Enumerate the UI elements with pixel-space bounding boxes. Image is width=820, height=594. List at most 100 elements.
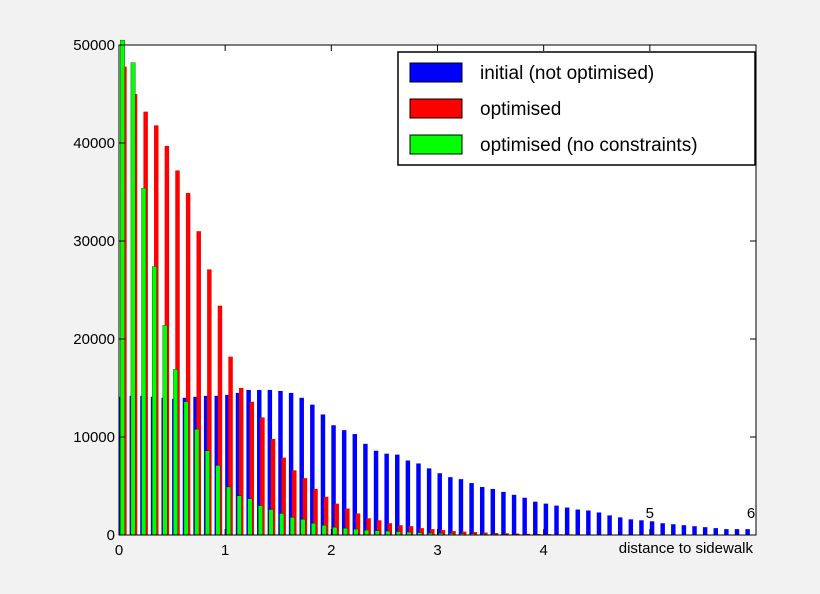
- bar-0-28: [416, 463, 421, 535]
- bars-layer: [119, 39, 750, 536]
- bar-0-58: [734, 529, 740, 535]
- legend-label-0: initial (not optimised): [480, 63, 654, 84]
- bar-0-33: [469, 483, 474, 535]
- bar-0-41: [554, 505, 559, 535]
- bar-1-29: [430, 529, 435, 535]
- bar-0-14: [267, 389, 273, 535]
- bar-2-10: [226, 486, 232, 536]
- bar-2-11: [236, 495, 242, 536]
- bar-0-35: [490, 488, 496, 535]
- bar-1-19: [323, 496, 329, 535]
- bar-2-25: [385, 530, 391, 536]
- x-axis-label: distance to sidewalk: [619, 540, 754, 557]
- bar-2-22: [353, 528, 359, 536]
- bar-0-37: [511, 494, 517, 535]
- bar-1-9: [217, 305, 223, 535]
- y-tick-label-2: 20000: [73, 331, 115, 348]
- bar-0-22: [352, 434, 358, 535]
- bar-2-17: [300, 519, 306, 536]
- bar-1-20: [334, 503, 339, 535]
- bar-0-52: [671, 524, 676, 535]
- bar-0-12: [246, 389, 251, 535]
- legend-label-2: optimised (no constraints): [480, 135, 698, 156]
- bar-2-5: [173, 369, 178, 536]
- bar-0-27: [405, 460, 411, 535]
- bar-0-18: [310, 404, 315, 535]
- bar-0-17: [299, 397, 304, 535]
- bar-2-12: [247, 498, 253, 536]
- bar-2-2: [141, 187, 147, 536]
- bar-1-14: [270, 438, 276, 535]
- bar-0-13: [257, 389, 262, 535]
- legend: initial (not optimised) optimised optimise…: [397, 51, 756, 166]
- bar-1-15: [281, 457, 286, 535]
- bar-1-12: [249, 401, 255, 535]
- bar-2-23: [364, 529, 370, 536]
- bar-0-11: [235, 392, 241, 535]
- bar-2-6: [183, 401, 189, 536]
- bar-1-23: [366, 518, 371, 535]
- x-tick-label-6: 6: [747, 505, 755, 522]
- bar-1-33: [472, 532, 477, 535]
- y-tick-label-3: 30000: [73, 233, 115, 250]
- bar-0-55: [702, 527, 708, 535]
- bar-0-45: [596, 512, 602, 535]
- x-tick-label-1: 1: [221, 542, 229, 559]
- y-tick-label-5: 50000: [73, 37, 115, 54]
- bar-1-27: [408, 526, 414, 535]
- bar-1-16: [292, 470, 297, 535]
- bar-2-18: [311, 523, 316, 536]
- bar-0-46: [607, 515, 612, 535]
- bar-2-13: [258, 505, 263, 536]
- bar-0-49: [639, 520, 644, 535]
- bar-1-17: [302, 478, 308, 535]
- bar-2-24: [374, 530, 380, 536]
- bar-2-16: [289, 517, 295, 536]
- bar-1-25: [387, 523, 393, 535]
- bar-1-7: [196, 231, 201, 535]
- bar-2-4: [162, 325, 168, 536]
- bar-1-30: [440, 530, 446, 535]
- x-tick-label-3: 3: [433, 542, 441, 559]
- legend-swatch-1: [409, 98, 463, 119]
- bar-1-26: [398, 525, 403, 535]
- bar-1-10: [228, 356, 233, 535]
- x-tick-label-0: 0: [115, 542, 123, 559]
- x-tick-label-4: 4: [539, 542, 547, 559]
- bar-0-44: [586, 510, 591, 535]
- bar-1-32: [461, 531, 467, 535]
- bar-1-8: [207, 269, 212, 535]
- bar-1-18: [313, 488, 318, 535]
- bar-1-6: [185, 192, 191, 536]
- bar-0-39: [533, 501, 538, 535]
- bar-0-32: [458, 479, 464, 535]
- bar-0-54: [692, 526, 697, 535]
- bar-1-13: [260, 417, 265, 535]
- bar-2-26: [396, 531, 401, 536]
- bar-0-36: [501, 491, 506, 535]
- legend-label-1: optimised: [480, 99, 561, 120]
- ticks-layer: 0 1 2 3 4 5 6 0 10000 20000 30000 40000 50000: [73, 37, 757, 559]
- bar-0-34: [479, 486, 485, 535]
- bar-0-53: [681, 525, 687, 535]
- bar-1-34: [483, 532, 488, 535]
- y-tick-label-4: 40000: [73, 135, 115, 152]
- bar-0-21: [341, 430, 347, 535]
- bar-0-30: [437, 473, 442, 535]
- bar-2-0: [120, 39, 125, 536]
- bar-0-29: [426, 468, 432, 535]
- bar-1-28: [419, 528, 424, 535]
- y-tick-label-1: 10000: [73, 429, 115, 446]
- bar-1-31: [451, 531, 456, 535]
- bar-1-21: [345, 508, 350, 535]
- bar-2-7: [194, 429, 200, 536]
- legend-swatch-0: [409, 62, 463, 83]
- bar-0-16: [288, 392, 294, 535]
- bar-0-42: [564, 507, 570, 535]
- bar-0-47: [617, 517, 623, 535]
- x-tick-label-2: 2: [327, 542, 335, 559]
- bar-0-31: [448, 477, 453, 535]
- bar-2-1: [130, 62, 136, 536]
- bar-0-40: [543, 503, 549, 535]
